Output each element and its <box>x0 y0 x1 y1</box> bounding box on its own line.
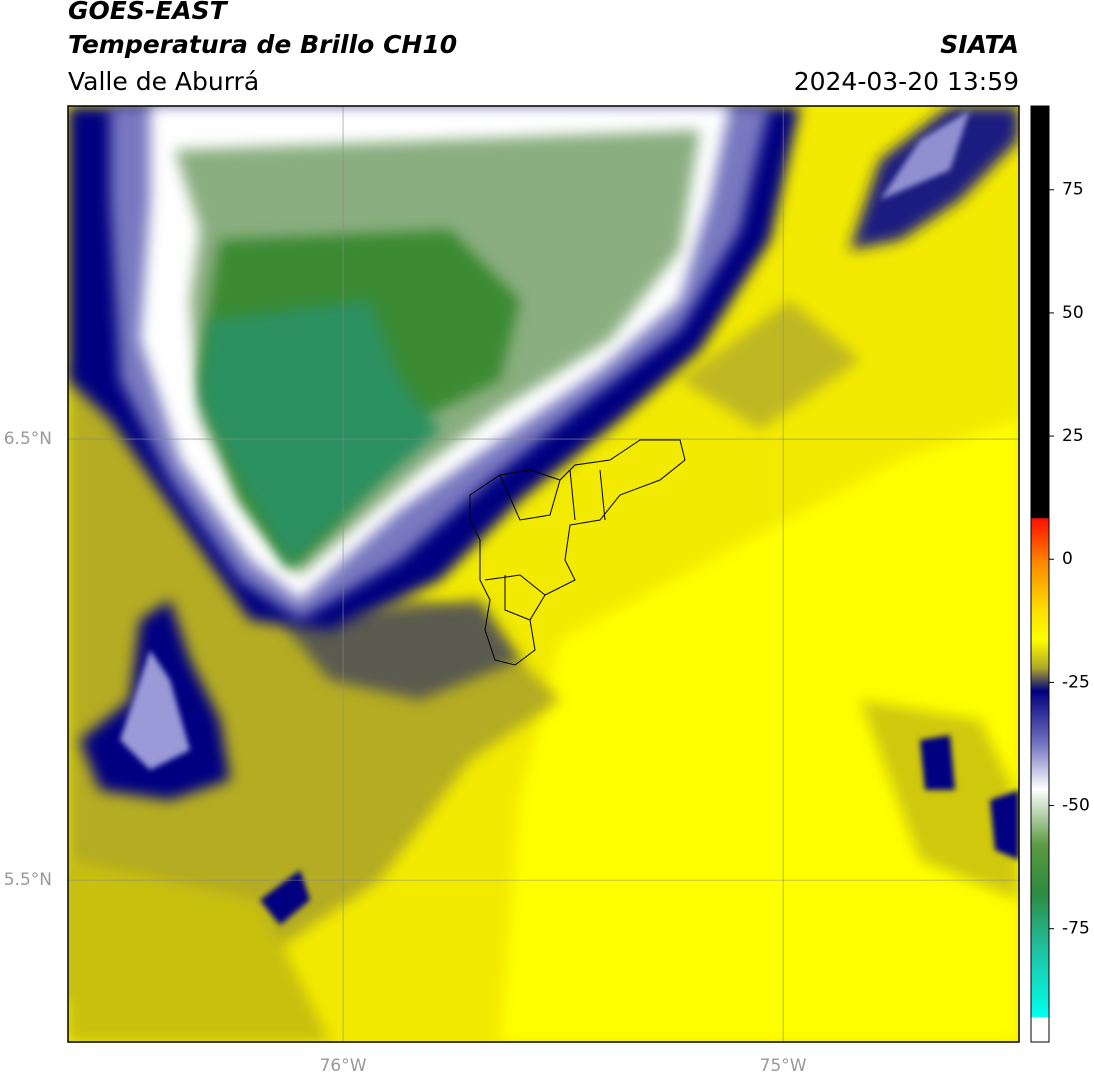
map-frame <box>67 105 1020 1043</box>
satellite-image <box>68 106 1019 1042</box>
y-tick-label: 6.5°N <box>4 429 52 449</box>
region: Valle de Aburrá <box>68 67 259 96</box>
colorbar-tick-label: 75 <box>1062 180 1084 200</box>
grid <box>68 106 1019 1042</box>
datetime: 2024-03-20 13:59 <box>794 67 1019 96</box>
colorbar-tick-label: -50 <box>1062 796 1090 816</box>
colorbar-tick-label: -75 <box>1062 919 1090 939</box>
x-tick-label: 75°W <box>760 1056 807 1076</box>
y-tick-label: 5.5°N <box>4 870 52 890</box>
title-line-1: GOES-EAST <box>68 0 229 25</box>
colorbar <box>1030 105 1050 1043</box>
title-line-2: Temperatura de Brillo CH10 <box>68 30 457 59</box>
colorbar-tick-label: -25 <box>1062 672 1090 692</box>
source: SIATA <box>940 30 1019 59</box>
colorbar-tick-label: 50 <box>1062 303 1084 323</box>
x-tick-label: 76°W <box>320 1056 367 1076</box>
colorbar-tick-label: 25 <box>1062 426 1084 446</box>
colorbar-tick-label: 0 <box>1062 549 1073 569</box>
